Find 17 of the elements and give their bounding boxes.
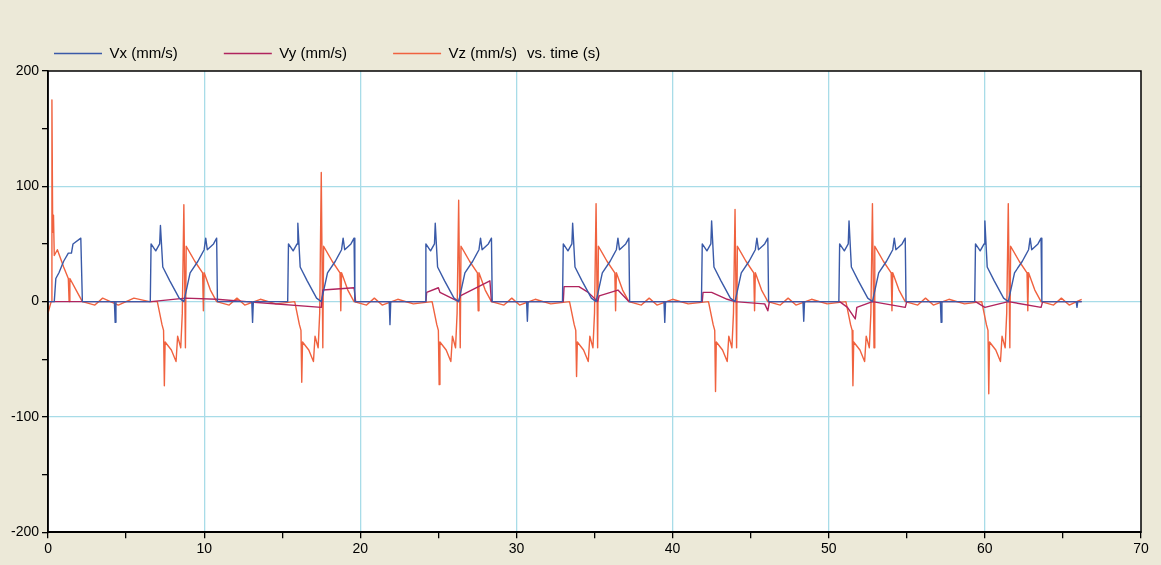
x-tick-label: 60 bbox=[977, 540, 993, 557]
y-tick-label: 200 bbox=[15, 61, 40, 78]
y-tick-label: 100 bbox=[15, 177, 40, 194]
y-tick-label: -100 bbox=[10, 407, 40, 424]
x-tick-label: 0 bbox=[44, 540, 53, 557]
y-tick-label: 0 bbox=[31, 292, 40, 309]
x-tick-label: 70 bbox=[1133, 540, 1149, 557]
legend-label: Vz (mm/s) bbox=[448, 43, 517, 61]
x-tick-label: 20 bbox=[352, 540, 369, 557]
legend-label: Vy (mm/s) bbox=[279, 43, 348, 61]
x-tick-label: 40 bbox=[664, 540, 681, 557]
y-tick-label: -200 bbox=[10, 523, 40, 540]
x-tick-label: 10 bbox=[196, 540, 213, 557]
x-tick-label: 30 bbox=[508, 540, 525, 557]
x-tick-label: 50 bbox=[820, 540, 837, 557]
text: vs. time (s) bbox=[526, 43, 601, 61]
legend-label: Vx (mm/s) bbox=[109, 43, 178, 61]
